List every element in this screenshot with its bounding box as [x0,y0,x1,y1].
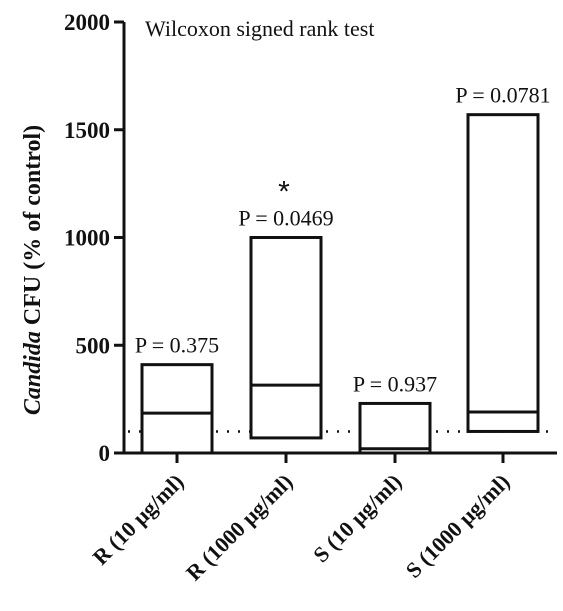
x-category-label: S (10 µg/ml) [308,469,406,567]
y-tick-label: 1500 [64,118,110,143]
p-value-label: P = 0.0469 [238,206,333,231]
bar [249,236,323,440]
p-value-label: P = 0.0781 [455,83,550,108]
x-category-label: R (1000 µg/ml) [181,469,298,586]
y-axis-label: Candida CFU (% of control) [20,125,46,415]
y-axis-label-italic: Candida [20,331,46,415]
significance-star: * [278,176,290,209]
y-axis-label-rest: CFU (% of control) [20,125,46,331]
y-tick-label: 0 [99,441,111,466]
labels-group: P = 0.375 P = 0.0469* P = 0.937 P = 0.0781 [135,83,551,397]
bar [140,363,214,455]
x-category-label: S (1000 µg/ml) [401,469,515,583]
x-axis: R (10 µg/ml)R (1000 µg/ml) S (10 µg/ml)S … [88,451,557,586]
bar [466,113,540,433]
y-tick-label: 1000 [64,226,110,251]
bar [358,401,432,455]
y-axis: 0 500 1000 1500 2000 [64,10,126,466]
test-annotation: Wilcoxon signed rank test [145,16,374,41]
p-value-label: P = 0.375 [135,333,219,358]
x-category-label: R (10 µg/ml) [88,469,189,570]
bars-group [140,113,540,455]
y-tick-label: 500 [76,333,111,358]
p-value-label: P = 0.937 [353,371,437,396]
y-tick-label: 2000 [64,10,110,35]
